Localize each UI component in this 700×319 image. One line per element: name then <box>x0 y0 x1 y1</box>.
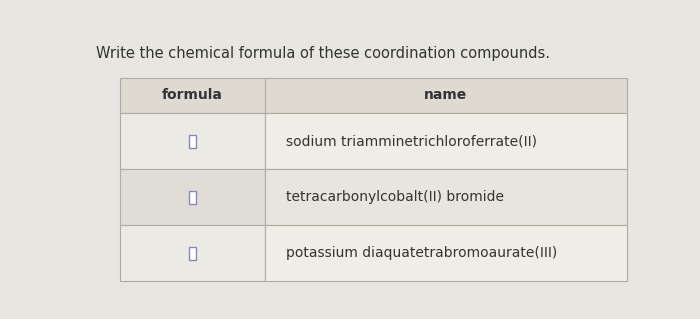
Bar <box>120 78 265 113</box>
Text: name: name <box>424 88 468 102</box>
Bar <box>265 169 627 226</box>
Bar <box>189 247 196 260</box>
Bar <box>189 190 196 204</box>
Bar <box>120 113 265 169</box>
Bar <box>265 113 627 169</box>
Text: sodium triamminetrichloroferrate(II): sodium triamminetrichloroferrate(II) <box>286 134 538 148</box>
Bar <box>120 226 265 281</box>
Text: tetracarbonylcobalt(II) bromide: tetracarbonylcobalt(II) bromide <box>286 190 504 204</box>
Bar <box>120 169 265 226</box>
Text: potassium diaquatetrabromoaurate(III): potassium diaquatetrabromoaurate(III) <box>286 246 558 260</box>
Text: formula: formula <box>162 88 223 102</box>
Bar <box>265 226 627 281</box>
Bar <box>189 135 196 148</box>
Text: Write the chemical formula of these coordination compounds.: Write the chemical formula of these coor… <box>96 46 550 61</box>
Bar <box>265 78 627 113</box>
